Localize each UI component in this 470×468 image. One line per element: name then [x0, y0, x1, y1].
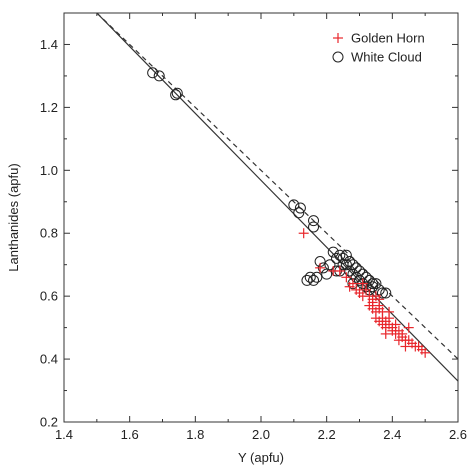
white-cloud-point	[344, 256, 356, 268]
white-cloud-point	[294, 202, 306, 214]
legend-circle-mark	[332, 51, 344, 63]
white-cloud-point	[311, 271, 323, 283]
white-cloud-point	[337, 252, 349, 264]
golden-horn-point	[341, 272, 352, 283]
white-cloud-point	[350, 262, 362, 274]
y-tick-label: 1.0	[40, 163, 58, 178]
golden-horn-point	[334, 265, 345, 276]
white-cloud-point	[293, 207, 305, 219]
white-cloud-point	[308, 215, 320, 227]
white-cloud-point	[153, 70, 165, 82]
white-cloud-point	[367, 281, 379, 293]
white-cloud-point	[171, 87, 183, 99]
y-tick-label: 0.4	[40, 352, 58, 367]
white-cloud-point	[380, 287, 392, 299]
x-tick-label: 2.6	[449, 427, 467, 442]
x-tick-label: 2.4	[383, 427, 401, 442]
white-cloud-point	[327, 246, 339, 258]
white-cloud-point	[340, 249, 352, 261]
golden-horn-point	[400, 341, 411, 352]
golden-horn-point	[374, 300, 385, 311]
y-tick-label: 0.6	[40, 289, 58, 304]
x-tick-label: 1.8	[186, 427, 204, 442]
white-cloud-point	[334, 249, 346, 261]
golden-horn-point	[315, 262, 326, 273]
dashed-fit-line	[96, 13, 458, 360]
golden-horn-point	[367, 297, 378, 308]
legend-label-golden-horn: Golden Horn	[351, 31, 425, 46]
y-tick-label: 0.2	[40, 415, 58, 430]
white-cloud-point	[304, 271, 316, 283]
white-cloud-point	[324, 259, 336, 271]
axis-ticks	[63, 13, 459, 423]
white-cloud-point	[147, 67, 159, 79]
legend-plus-mark	[333, 33, 343, 43]
white-cloud-point	[321, 268, 333, 280]
white-cloud-point	[308, 221, 320, 233]
legend-item-white-cloud: White Cloud	[332, 50, 422, 65]
y-tick-label: 1.4	[40, 37, 58, 52]
y-axis-title: Lanthanides (apfu)	[6, 163, 21, 271]
x-tick-label: 2.2	[318, 427, 336, 442]
plot-frame	[63, 12, 459, 423]
white-cloud-point	[354, 265, 365, 277]
golden-horn-point	[361, 284, 372, 295]
x-axis-title: Y (apfu)	[238, 450, 284, 465]
legend: Golden Horn White Cloud	[332, 31, 425, 65]
white-cloud-point	[360, 271, 372, 283]
golden-horn-point	[420, 347, 431, 358]
x-tick-label: 2.0	[252, 427, 270, 442]
legend-item-golden-horn: Golden Horn	[333, 31, 425, 46]
white-cloud-point	[347, 259, 359, 271]
white-cloud-point	[370, 278, 382, 290]
x-tick-label: 1.4	[55, 427, 73, 442]
white-cloud-point	[331, 252, 343, 264]
x-tick-label: 1.6	[121, 427, 139, 442]
white-cloud-point	[288, 199, 300, 211]
golden-horn-point	[380, 328, 391, 339]
golden-horn-point	[384, 306, 395, 317]
golden-horn-point	[390, 319, 401, 330]
white-cloud-point	[363, 274, 375, 286]
golden-horn-point	[403, 322, 414, 333]
white-cloud-point	[340, 259, 352, 271]
axis-tick-labels: 1.4 1.6 1.8 2.0 2.2 2.4 2.6 0.2 0.4 0.6 0.8 1.0 1.2 1…	[40, 37, 467, 442]
white-cloud-point	[376, 287, 388, 299]
data-points	[147, 67, 431, 358]
white-cloud-point	[170, 89, 182, 101]
golden-horn-point	[298, 228, 309, 239]
y-tick-label: 1.2	[40, 100, 58, 115]
legend-marker-circle	[332, 51, 344, 63]
white-cloud-point	[301, 274, 313, 286]
white-cloud-point	[308, 274, 320, 286]
legend-label-white-cloud: White Cloud	[351, 50, 422, 65]
golden-horn-point	[347, 278, 358, 289]
golden-horn-point	[357, 278, 368, 289]
y-tick-label: 0.8	[40, 226, 58, 241]
legend-marker-plus	[333, 33, 343, 43]
